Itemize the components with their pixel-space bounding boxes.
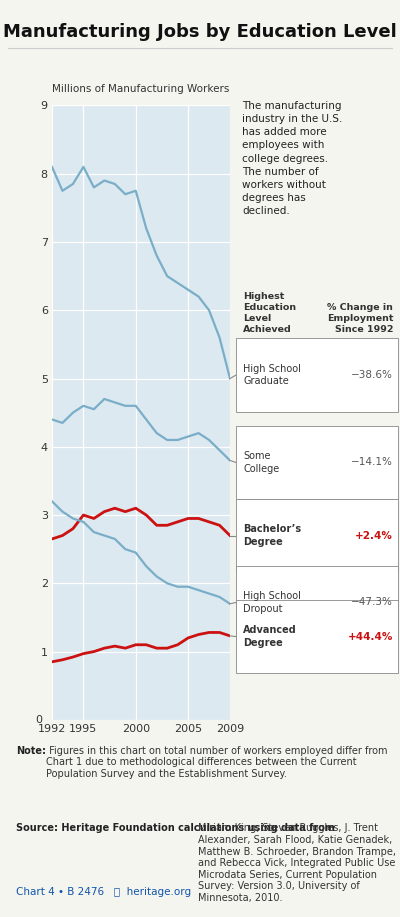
- Text: The manufacturing
industry in the U.S.
has added more
employees with
college deg: The manufacturing industry in the U.S. h…: [242, 101, 342, 216]
- Text: Note:: Note:: [16, 746, 46, 756]
- Text: Source: Heritage Foundation calculations using data from: Source: Heritage Foundation calculations…: [16, 823, 335, 834]
- Text: −38.6%: −38.6%: [351, 370, 393, 381]
- Text: −47.3%: −47.3%: [351, 598, 393, 607]
- Text: Some
College: Some College: [243, 451, 280, 474]
- Text: +2.4%: +2.4%: [355, 531, 393, 540]
- Text: Chart 4 • B 2476   ⛲  heritage.org: Chart 4 • B 2476 ⛲ heritage.org: [16, 887, 191, 897]
- Text: High School
Dropout: High School Dropout: [243, 591, 301, 613]
- Text: Bachelor’s
Degree: Bachelor’s Degree: [243, 525, 301, 547]
- Text: Millions of Manufacturing Workers: Millions of Manufacturing Workers: [52, 84, 229, 94]
- Text: Miriam King, Steven Ruggles, J. Trent Alexander, Sarah Flood, Katie Genadek, Mat: Miriam King, Steven Ruggles, J. Trent Al…: [198, 823, 396, 903]
- Text: −14.1%: −14.1%: [351, 458, 393, 468]
- Text: Figures in this chart on total number of workers employed differ from Chart 1 du: Figures in this chart on total number of…: [46, 746, 388, 779]
- Text: High School
Graduate: High School Graduate: [243, 364, 301, 386]
- Text: Advanced
Degree: Advanced Degree: [243, 625, 297, 647]
- Text: +44.4%: +44.4%: [348, 632, 393, 642]
- Text: 0: 0: [35, 715, 42, 724]
- Text: % Change in
Employment
Since 1992: % Change in Employment Since 1992: [327, 303, 393, 334]
- Text: Highest
Education
Level
Achieved: Highest Education Level Achieved: [243, 292, 296, 334]
- Text: Manufacturing Jobs by Education Level: Manufacturing Jobs by Education Level: [3, 23, 397, 41]
